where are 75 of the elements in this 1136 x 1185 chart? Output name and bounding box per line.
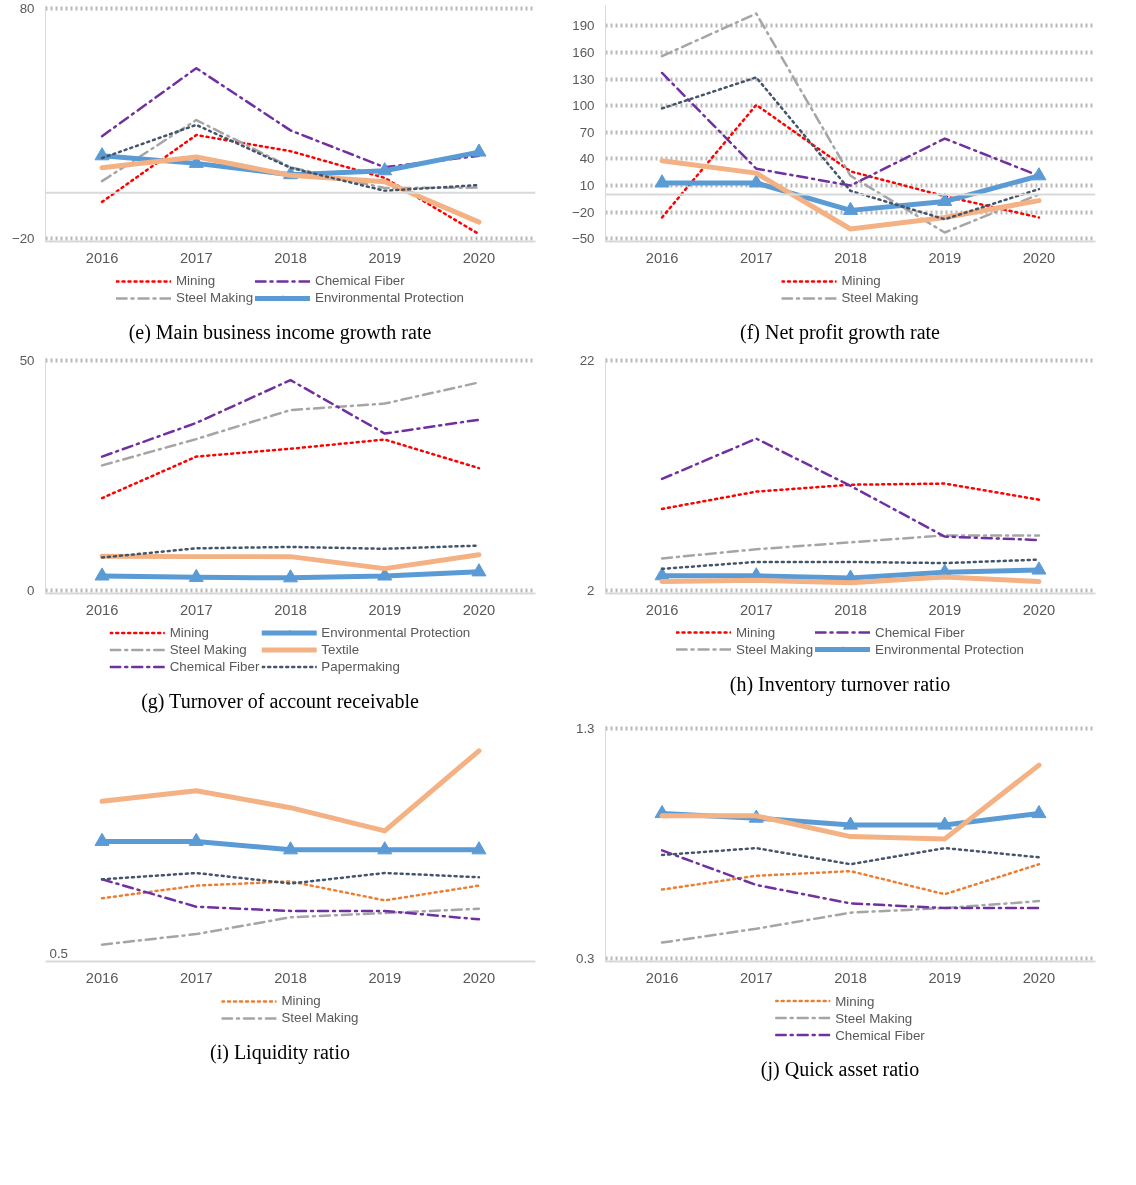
x-tick-label: 2016 <box>85 969 119 986</box>
text: (f) Net profit growth rate <box>740 320 940 346</box>
x-tick-label: 2018 <box>274 969 307 986</box>
x-tick-label: 2016 <box>645 249 679 266</box>
x-tick-label: 2020 <box>1022 249 1056 266</box>
y-tick-label: 130 <box>572 71 595 87</box>
y-tick-label: 50 <box>19 352 35 368</box>
y-tick-label: −20 <box>571 204 595 220</box>
y-tick-label: 1.3 <box>575 720 595 736</box>
text: (e) Main business income growth rate <box>128 320 432 346</box>
y-tick-label: 70 <box>579 124 595 140</box>
legend-label: Mining <box>169 624 209 640</box>
y-tick-label: 100 <box>572 98 595 114</box>
x-tick-label: 2020 <box>462 249 496 266</box>
text: (g) Turnover of account receivable <box>141 688 419 715</box>
legend-label: Steel Making <box>835 1010 913 1026</box>
x-tick-label: 2019 <box>928 249 962 266</box>
x-tick-label: 2019 <box>368 601 402 618</box>
annotation: 0.5 <box>49 945 69 961</box>
y-tick-label: 0.3 <box>575 951 595 967</box>
y-tick-label: 10 <box>579 178 595 194</box>
legend-label: Mining <box>841 273 881 288</box>
x-tick-label: 2019 <box>928 969 962 986</box>
legend-label: Environmental Protection <box>315 290 464 305</box>
legend-label: Mining <box>736 624 776 640</box>
x-tick-label: 2019 <box>928 601 962 618</box>
x-tick-label: 2020 <box>462 969 496 986</box>
legend-label: Environmental Protection <box>321 624 471 640</box>
legend-label: Environmental Protection <box>875 641 1024 657</box>
x-tick-label: 2019 <box>368 249 402 266</box>
x-tick-label: 2017 <box>739 249 773 266</box>
x-tick-label: 2018 <box>274 249 307 266</box>
legend-label: Textile <box>321 641 360 657</box>
x-tick-label: 2018 <box>274 601 307 618</box>
legend-label: Chemical Fiber <box>835 1027 925 1043</box>
legend-label: Steel Making <box>736 641 814 657</box>
legend-label: Papermaking <box>321 658 400 674</box>
x-tick-label: 2019 <box>368 969 402 986</box>
x-tick-label: 2017 <box>739 969 773 986</box>
y-tick-label: 40 <box>579 151 595 167</box>
legend-label: Mining <box>835 993 875 1009</box>
legend-label: Steel Making <box>841 290 919 305</box>
x-tick-label: 2016 <box>645 969 679 986</box>
y-tick-label: 0 <box>27 582 35 598</box>
text: (j) Quick asset ratio <box>760 1057 920 1083</box>
legend-label: Chemical Fiber <box>169 658 260 674</box>
legend-label: Chemical Fiber <box>315 273 405 288</box>
legend-label: Chemical Fiber <box>875 624 965 640</box>
x-tick-label: 2016 <box>85 249 119 266</box>
x-tick-label: 2020 <box>462 601 496 618</box>
x-tick-label: 2017 <box>179 969 213 986</box>
y-tick-label: 22 <box>579 352 595 368</box>
y-tick-label: 80 <box>19 0 35 16</box>
legend-label: Mining <box>281 993 321 1009</box>
y-tick-label: 160 <box>572 45 595 61</box>
y-tick-label: −50 <box>571 231 595 247</box>
x-tick-label: 2020 <box>1022 969 1056 986</box>
x-tick-label: 2017 <box>179 249 213 266</box>
x-tick-label: 2020 <box>1022 601 1056 618</box>
x-tick-label: 2018 <box>834 969 867 986</box>
x-tick-label: 2016 <box>645 601 679 618</box>
x-tick-label: 2018 <box>834 249 867 266</box>
legend-label: Steel Making <box>176 290 254 305</box>
legend-label: Steel Making <box>281 1010 359 1026</box>
x-tick-label: 2018 <box>834 601 867 618</box>
y-tick-label: 2 <box>587 582 595 598</box>
x-tick-label: 2016 <box>85 601 119 618</box>
text: (h) Inventory turnover ratio <box>729 671 951 698</box>
legend-label: Mining <box>176 273 216 288</box>
text: (i) Liquidity ratio <box>210 1040 350 1066</box>
x-tick-label: 2017 <box>179 601 213 618</box>
x-tick-label: 2017 <box>739 601 773 618</box>
legend-label: Steel Making <box>169 641 247 657</box>
y-tick-label: −20 <box>11 231 35 247</box>
y-tick-label: 190 <box>572 18 595 34</box>
